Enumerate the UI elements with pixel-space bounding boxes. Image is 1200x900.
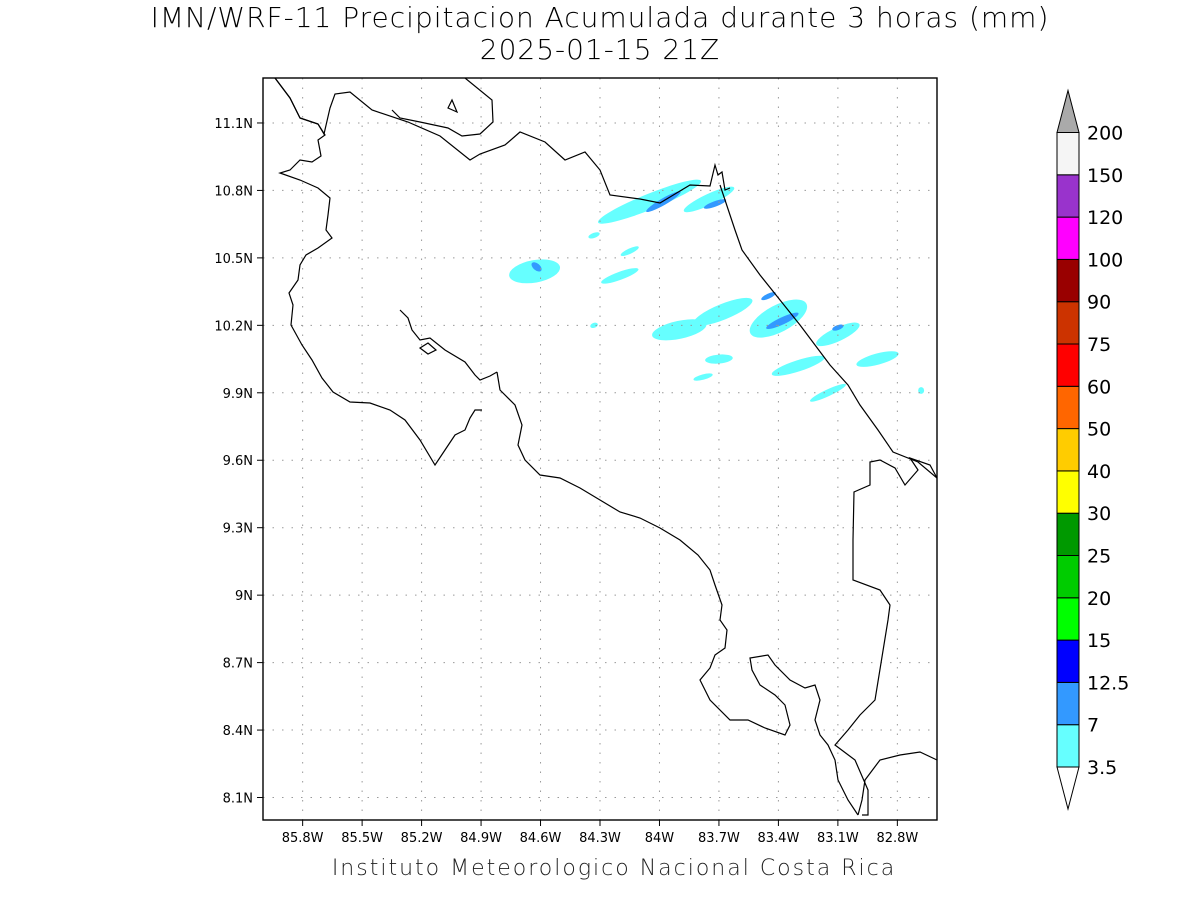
legend-color-cell xyxy=(1056,470,1080,514)
legend-level-label: 15 xyxy=(1087,630,1111,652)
precip-cell-7 xyxy=(531,262,542,272)
osa-peninsula-south xyxy=(857,751,937,816)
precip-cell-3_5 xyxy=(771,355,825,376)
precip-cell-3_5 xyxy=(749,299,808,338)
legend-overflow-arrow xyxy=(1056,88,1080,133)
legend-color-cell xyxy=(1056,512,1080,557)
legend-level-label: 75 xyxy=(1087,334,1111,356)
legend-level-label: 30 xyxy=(1087,503,1111,525)
legend-color-cell xyxy=(1056,555,1080,599)
legend-level-label: 150 xyxy=(1087,165,1123,187)
color-legend: 3.5 7 12.5 15 20 25 30 40 50 60 75 90 100 120 150 200 xyxy=(1056,88,1129,811)
precip-cell-7 xyxy=(646,191,681,212)
lon-tick-label: 83.1W xyxy=(817,831,859,846)
lon-tick-label: 82.8W xyxy=(876,831,918,846)
precip-cell-7 xyxy=(703,199,727,209)
legend-color-cell xyxy=(1056,385,1080,430)
lake-nicaragua-shore xyxy=(391,78,494,137)
precip-cell-3_5 xyxy=(816,322,860,347)
legend-color-cell xyxy=(1056,174,1080,218)
title-line-2: 2025-01-15 21Z xyxy=(479,33,721,66)
precip-cell-3_5 xyxy=(809,383,846,402)
legend-color-cell xyxy=(1056,639,1080,683)
legend-color-cell xyxy=(1056,258,1080,303)
legend-level-label: 3.5 xyxy=(1087,757,1117,779)
gulf-of-nicoya xyxy=(399,309,498,381)
legend-color-cell xyxy=(1056,428,1080,472)
panama-border xyxy=(834,456,937,816)
legend-level-label: 120 xyxy=(1087,207,1123,229)
precip-cell-3_5 xyxy=(705,354,733,364)
precip-cell-3_5 xyxy=(588,232,600,239)
precip-cell-3_5 xyxy=(601,268,639,284)
legend-level-label: 7 xyxy=(1087,715,1099,737)
lat-tick-label: 9.9N xyxy=(223,387,253,402)
graticule xyxy=(263,78,937,820)
precip-cell-3_5 xyxy=(598,179,702,224)
precip-cell-7 xyxy=(766,312,799,330)
lon-tick-label: 83.7W xyxy=(698,831,740,846)
precip-cell-3_5 xyxy=(683,186,735,213)
lat-tick-label: 8.7N xyxy=(223,657,253,672)
legend-color-cell xyxy=(1056,597,1080,641)
precip-cell-3_5 xyxy=(590,322,598,329)
pacific-coast-south xyxy=(496,371,859,816)
map-title: IMN/WRF-11 Precipitacion Acumulada duran… xyxy=(0,2,1200,66)
legend-level-label: 20 xyxy=(1087,588,1111,610)
lat-tick-label: 8.4N xyxy=(223,724,253,739)
lon-tick-label: 83.4W xyxy=(758,831,800,846)
precip-cell-3_5 xyxy=(620,246,639,256)
lon-tick-label: 85.5W xyxy=(341,831,383,846)
coastline-and-borders xyxy=(274,78,937,816)
legend-underflow-arrow xyxy=(1056,766,1080,811)
precip-cell-3_5 xyxy=(652,319,707,341)
precip-cell-7 xyxy=(761,292,776,301)
lat-tick-label: 10.5N xyxy=(214,252,253,267)
ometepe-island xyxy=(447,98,459,114)
institution-footer: Instituto Meteorologico Nacional Costa R… xyxy=(331,856,897,881)
precip-cell-3_5 xyxy=(509,259,561,284)
lat-tick-label: 10.8N xyxy=(214,184,253,199)
pacific-coast-north xyxy=(274,78,482,467)
lon-tick-label: 85.2W xyxy=(401,831,443,846)
legend-level-label: 60 xyxy=(1087,376,1111,398)
lon-tick-label: 84.3W xyxy=(579,831,621,846)
caribbean-coast xyxy=(719,184,937,479)
lat-tick-label: 11.1N xyxy=(214,117,253,132)
legend-color-cell xyxy=(1056,681,1080,726)
title-line-1: IMN/WRF-11 Precipitacion Acumulada duran… xyxy=(150,1,1050,34)
legend-color-cell xyxy=(1056,301,1080,345)
legend-level-label: 100 xyxy=(1087,249,1123,271)
lat-tick-label: 9.3N xyxy=(223,522,253,537)
axis-ticks: 85.8W 85.5W 85.2W 84.9W 84.6W 84.3W 84W 83.7W 83… xyxy=(214,117,918,846)
lon-tick-label: 84.6W xyxy=(520,831,562,846)
precip-cell-3_5 xyxy=(918,387,925,394)
legend-level-label: 12.5 xyxy=(1087,672,1129,694)
lat-tick-label: 9N xyxy=(235,589,253,604)
legend-color-cell xyxy=(1056,343,1080,387)
lat-tick-label: 9.6N xyxy=(223,454,253,469)
precip-cell-3_5 xyxy=(856,351,899,367)
precip-cell-3_5 xyxy=(693,297,753,326)
legend-color-cell xyxy=(1056,216,1080,260)
lat-tick-label: 8.1N xyxy=(223,792,253,807)
precip-cell-3_5 xyxy=(693,373,713,381)
lon-tick-label: 84W xyxy=(645,831,675,846)
precip-cell-7 xyxy=(832,324,844,331)
legend-color-cell xyxy=(1056,724,1080,768)
legend-color-cell xyxy=(1056,132,1080,176)
legend-level-label: 90 xyxy=(1087,292,1111,314)
legend-level-label: 200 xyxy=(1087,123,1123,145)
legend-level-label: 40 xyxy=(1087,461,1111,483)
lat-tick-label: 10.2N xyxy=(214,319,253,334)
legend-level-label: 25 xyxy=(1087,546,1111,568)
chira-island xyxy=(418,342,438,355)
legend-level-label: 50 xyxy=(1087,419,1111,441)
lon-tick-label: 84.9W xyxy=(460,831,502,846)
precipitation-layer xyxy=(509,179,925,402)
lon-tick-label: 85.8W xyxy=(282,831,324,846)
nicaragua-border-coast xyxy=(274,78,731,204)
